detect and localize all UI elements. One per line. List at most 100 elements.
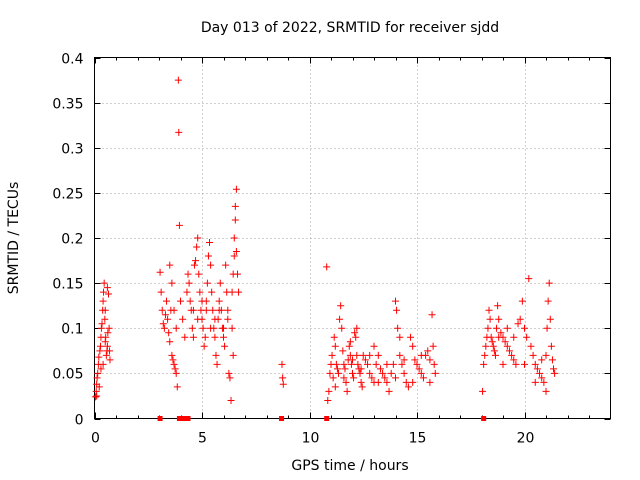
data-point <box>340 360 348 368</box>
data-point <box>480 360 488 368</box>
data-point <box>168 351 176 359</box>
data-point <box>529 351 537 359</box>
data-point <box>173 383 181 391</box>
data-point <box>335 369 343 377</box>
data-point <box>542 387 550 395</box>
data-point <box>354 360 362 368</box>
data-point <box>183 288 191 296</box>
data-point <box>429 342 437 350</box>
data-point <box>157 288 165 296</box>
data-point <box>340 374 348 382</box>
data-point <box>518 297 526 305</box>
data-point <box>490 347 498 355</box>
data-point <box>383 360 391 368</box>
y-tick-label: 0.25 <box>52 187 83 203</box>
data-point <box>374 378 382 386</box>
data-point <box>184 270 192 278</box>
data-point <box>510 356 518 364</box>
data-point <box>203 279 211 287</box>
data-point <box>196 288 204 296</box>
data-point <box>189 306 197 314</box>
data-point <box>342 378 350 386</box>
baseline-marker <box>279 416 285 421</box>
data-point <box>186 297 194 305</box>
data-point <box>337 302 345 310</box>
data-point <box>376 365 384 373</box>
data-point <box>99 297 107 305</box>
data-point <box>158 306 166 314</box>
data-point <box>215 306 223 314</box>
x-tick-label: 5 <box>198 431 207 447</box>
data-point <box>352 333 360 341</box>
data-point <box>353 351 361 359</box>
data-point <box>156 268 164 276</box>
data-point <box>481 351 489 359</box>
data-point <box>105 324 113 332</box>
data-point <box>179 315 187 323</box>
data-point <box>383 378 391 386</box>
data-point <box>527 342 535 350</box>
data-point <box>387 369 395 377</box>
data-point <box>232 185 240 193</box>
data-point <box>419 374 427 382</box>
data-point <box>207 324 215 332</box>
data-point <box>175 221 183 229</box>
data-point <box>505 347 513 355</box>
data-point <box>385 387 393 395</box>
data-point <box>366 351 374 359</box>
data-point <box>228 324 236 332</box>
data-point <box>417 369 425 377</box>
data-point <box>106 356 114 364</box>
data-point <box>215 297 223 305</box>
data-point <box>329 374 337 382</box>
data-point <box>349 369 356 377</box>
data-point <box>103 342 111 350</box>
data-point <box>542 351 550 359</box>
x-tick-label: 10 <box>302 431 320 447</box>
baseline-marker <box>157 416 163 421</box>
data-point <box>101 306 109 314</box>
data-point <box>521 360 528 368</box>
chart-title: Day 013 of 2022, SRMTID for receiver sjd… <box>201 20 499 36</box>
data-point <box>220 333 227 341</box>
data-point <box>393 306 401 314</box>
baseline-markers <box>157 416 487 421</box>
data-point <box>216 279 224 287</box>
data-point <box>484 324 492 332</box>
data-point <box>226 374 234 382</box>
data-point <box>339 347 347 355</box>
data-point <box>431 369 439 377</box>
data-point <box>279 380 287 388</box>
data-point <box>523 333 531 341</box>
y-tick-label: 0.3 <box>61 142 83 158</box>
data-point <box>345 342 353 350</box>
data-point <box>204 252 212 260</box>
data-point <box>166 261 174 269</box>
data-point <box>536 369 544 377</box>
data-point <box>372 360 380 368</box>
data-point <box>370 342 378 350</box>
x-tick-label: 20 <box>517 431 535 447</box>
data-point <box>499 360 507 368</box>
data-point <box>512 360 520 368</box>
data-point <box>213 360 221 368</box>
data-point <box>193 243 201 251</box>
data-point <box>331 383 339 391</box>
data-point <box>374 351 382 359</box>
data-point <box>379 369 387 377</box>
y-tick-label: 0.15 <box>52 277 83 293</box>
data-point <box>99 360 107 368</box>
data-point <box>357 378 365 386</box>
data-point <box>98 320 106 328</box>
data-point <box>346 338 354 346</box>
data-point <box>172 324 180 332</box>
y-tick-label: 0 <box>75 413 84 429</box>
data-point <box>198 297 206 305</box>
data-point <box>364 360 372 368</box>
data-point <box>94 369 102 377</box>
data-point <box>332 360 340 368</box>
data-point <box>396 333 404 341</box>
data-point <box>415 365 423 373</box>
data-point <box>338 324 346 332</box>
y-axis-label: SRMTID / TECUs <box>6 182 22 295</box>
